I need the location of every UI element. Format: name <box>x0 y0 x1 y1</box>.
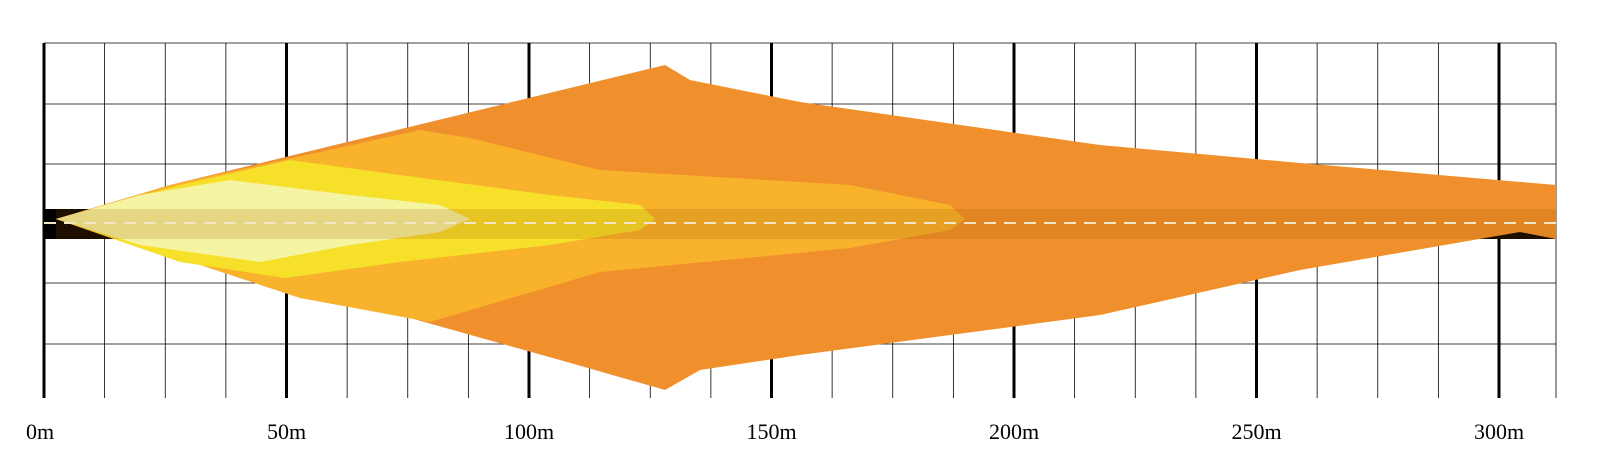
beam-zone-inner <box>56 180 470 262</box>
x-tick-label: 0m <box>26 419 54 444</box>
x-tick-label: 50m <box>267 419 306 444</box>
x-axis-tick-labels: 0m 50m 100m 150m 200m 250m 300m <box>26 419 1524 444</box>
x-tick-label: 200m <box>989 419 1039 444</box>
x-tick-label: 250m <box>1231 419 1281 444</box>
x-tick-label: 150m <box>746 419 796 444</box>
x-tick-label: 100m <box>504 419 554 444</box>
x-tick-label: 300m <box>1474 419 1524 444</box>
